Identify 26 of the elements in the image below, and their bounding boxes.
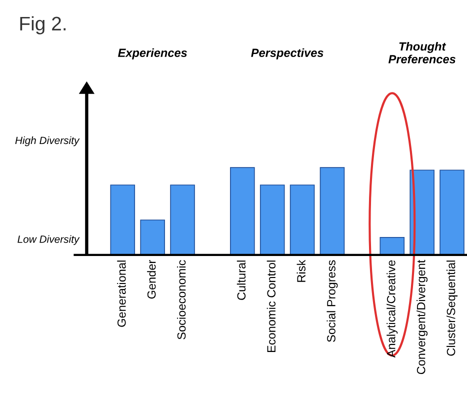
x-tick-label: Risk [296, 260, 306, 282]
text: Perspectives [251, 48, 324, 60]
bar [320, 167, 345, 255]
x-tick-label: Cultural [236, 260, 246, 300]
x-tick-label: Analytical/Creative [386, 260, 398, 358]
bar [170, 184, 195, 255]
bar [260, 184, 285, 255]
bar [380, 237, 405, 255]
x-tick-label: Cluster/Sequential [446, 260, 458, 356]
x-tick-label: Social Progress [326, 260, 338, 342]
bar [140, 220, 165, 255]
caption: Fig 2. [20, 16, 66, 34]
x-tick-label: Gender [147, 260, 156, 299]
x-tick-label: Economic Control [266, 260, 276, 352]
x-tick-label: Convergent/Divergent [416, 260, 428, 374]
text: Experiences [118, 48, 187, 60]
bar [110, 184, 136, 255]
text: High Diversity [15, 136, 80, 146]
text: Thought Preferences [388, 42, 456, 64]
annotation: Low Diversity [18, 235, 80, 245]
x-tick-label: Generational [117, 260, 126, 327]
bar [440, 170, 464, 255]
bar [230, 167, 255, 255]
x-tick-label: Socioeconomic [177, 260, 186, 340]
bar [290, 184, 315, 255]
bar [410, 170, 434, 255]
